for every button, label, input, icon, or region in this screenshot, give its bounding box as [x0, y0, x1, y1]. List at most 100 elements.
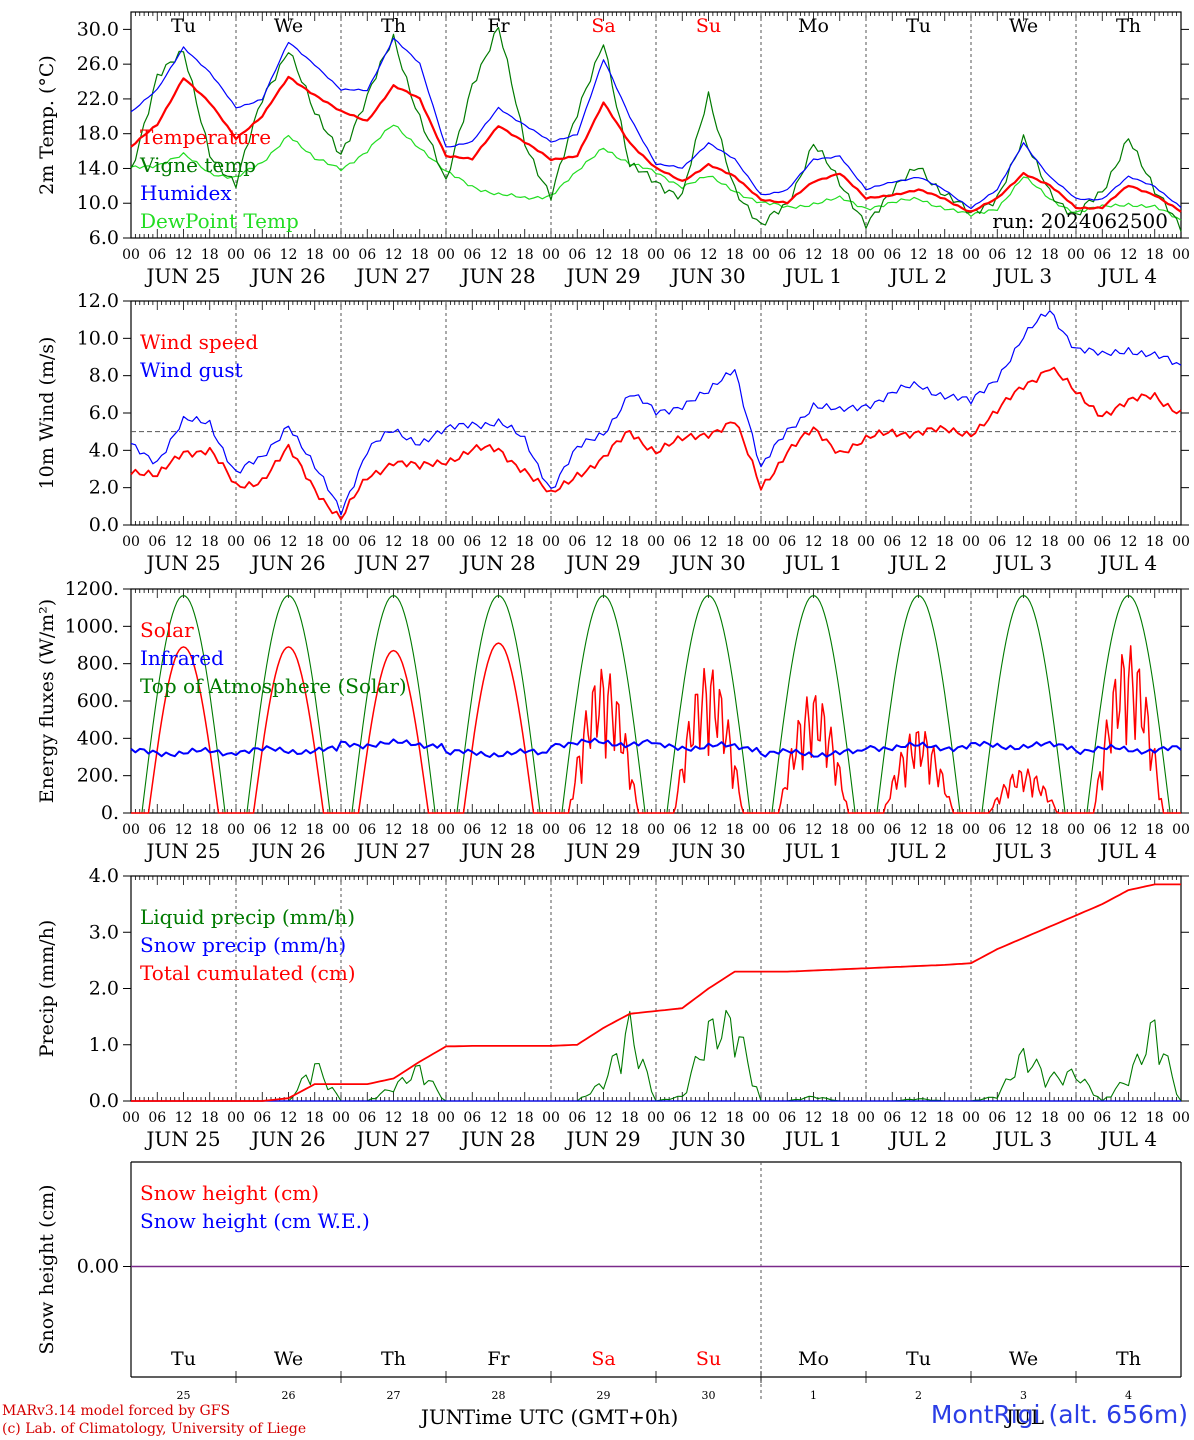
- day-number: 25: [177, 1389, 191, 1402]
- hour-tick-label: 06: [253, 822, 271, 838]
- y-tick-label: 0.0: [89, 1090, 119, 1112]
- series-humidex: [130, 37, 1182, 210]
- hour-tick-label: 18: [726, 822, 744, 838]
- legend-temperature: Temperature: [140, 125, 271, 149]
- hour-tick-label: 12: [490, 1110, 508, 1126]
- hour-tick-label: 06: [253, 1110, 271, 1126]
- day-name-bottom: Tu: [906, 1348, 931, 1370]
- legend-dewpoint-temp: DewPoint Temp: [140, 209, 299, 233]
- hour-tick-label: 12: [175, 1110, 193, 1126]
- day-name: Tu: [171, 15, 196, 37]
- hour-tick-label: 06: [883, 1110, 901, 1126]
- hour-tick-label: 18: [516, 247, 534, 263]
- date-label: JUN 28: [459, 839, 535, 863]
- series-dewpoint-temp: [130, 124, 1182, 221]
- hour-tick-label: 18: [516, 822, 534, 838]
- hour-tick-label: 00: [122, 534, 140, 550]
- day-name-bottom: Th: [381, 1348, 406, 1370]
- date-label: JUL 3: [993, 264, 1052, 288]
- y-tick-label: 10.0: [77, 327, 119, 349]
- date-label: JUN 28: [459, 1127, 535, 1151]
- hour-tick-label: 06: [778, 534, 796, 550]
- y-tick-label: 26.0: [77, 53, 119, 75]
- hour-tick-label: 18: [201, 247, 219, 263]
- legend-snow-height-cm-: Snow height (cm): [140, 1181, 319, 1205]
- x-axis-label: Time UTC (GMT+0h): [462, 1405, 679, 1429]
- date-label: JUN 26: [249, 551, 325, 575]
- hour-tick-label: 06: [1093, 247, 1111, 263]
- hour-tick-label: 00: [437, 534, 455, 550]
- hour-tick-label: 18: [621, 247, 639, 263]
- panel-frame-3: [130, 588, 1182, 814]
- credit-model: MARv3.14 model forced by GFS: [2, 1403, 231, 1419]
- hour-tick-label: 00: [227, 534, 245, 550]
- date-label: JUL 1: [783, 1127, 842, 1151]
- hour-tick-label: 18: [411, 1110, 429, 1126]
- hour-tick-label: 12: [805, 1110, 823, 1126]
- day-name: Th: [381, 15, 406, 37]
- y-tick-label: 22.0: [77, 88, 119, 110]
- day-name: Th: [1116, 15, 1141, 37]
- day-number: 29: [597, 1389, 611, 1402]
- hour-tick-label: 12: [280, 822, 298, 838]
- hour-tick-label: 00: [857, 534, 875, 550]
- hour-tick-label: 18: [201, 1110, 219, 1126]
- hour-tick-label: 18: [201, 822, 219, 838]
- hour-tick-label: 06: [988, 247, 1006, 263]
- hour-tick-label: 18: [831, 247, 849, 263]
- y-tick-label: 400.: [77, 727, 119, 749]
- hour-tick-label: 12: [910, 534, 928, 550]
- hour-tick-label: 00: [227, 247, 245, 263]
- hour-tick-label: 06: [358, 534, 376, 550]
- hour-tick-label: 06: [1093, 822, 1111, 838]
- day-name-bottom: Tu: [171, 1348, 196, 1370]
- series-total-cumulated: [131, 883, 1181, 1102]
- date-label: JUL 1: [783, 839, 842, 863]
- hour-tick-label: 00: [227, 822, 245, 838]
- hour-tick-label: 06: [358, 247, 376, 263]
- day-name: Sa: [591, 15, 615, 37]
- hour-tick-label: 18: [1041, 822, 1059, 838]
- series-solar: [131, 642, 1181, 814]
- hour-tick-label: 00: [962, 247, 980, 263]
- hour-tick-label: 00: [1172, 1110, 1190, 1126]
- hour-tick-label: 18: [936, 822, 954, 838]
- hour-tick-label: 00: [332, 822, 350, 838]
- date-label: JUN 29: [564, 1127, 640, 1151]
- hour-tick-label: 18: [1146, 534, 1164, 550]
- date-label: JUN 29: [564, 551, 640, 575]
- hour-tick-label: 18: [831, 1110, 849, 1126]
- date-label: JUN 25: [144, 839, 220, 863]
- hour-tick-label: 00: [1067, 247, 1085, 263]
- day-name-bottom: Su: [696, 1348, 721, 1370]
- day-name: Fr: [487, 15, 510, 37]
- y-tick-label: 18.0: [77, 123, 119, 145]
- hour-tick-label: 12: [1015, 534, 1033, 550]
- hour-tick-label: 06: [988, 1110, 1006, 1126]
- hour-tick-label: 00: [122, 822, 140, 838]
- hour-tick-label: 18: [1146, 822, 1164, 838]
- hour-tick-label: 00: [857, 1110, 875, 1126]
- hour-tick-label: 12: [595, 1110, 613, 1126]
- hour-tick-label: 18: [411, 534, 429, 550]
- day-number: 3: [1020, 1389, 1027, 1402]
- hour-tick-label: 06: [358, 822, 376, 838]
- hour-tick-label: 18: [516, 534, 534, 550]
- y-axis-label: Precip (mm/h): [36, 920, 58, 1058]
- legend-infrared: Infrared: [140, 646, 224, 670]
- legend-top-of-atmosphere-solar-: Top of Atmosphere (Solar): [140, 674, 407, 698]
- hour-tick-label: 18: [1041, 1110, 1059, 1126]
- y-tick-label: 0.: [101, 802, 119, 824]
- hour-tick-label: 06: [883, 534, 901, 550]
- hour-tick-label: 06: [673, 247, 691, 263]
- legend-vigne-temp: Vigne temp: [139, 153, 256, 177]
- day-number: 4: [1125, 1389, 1132, 1402]
- hour-tick-label: 00: [332, 1110, 350, 1126]
- hour-tick-label: 12: [1120, 247, 1138, 263]
- hour-tick-label: 06: [568, 822, 586, 838]
- panel-frame-2: [130, 300, 1182, 526]
- y-tick-label: 6.0: [89, 402, 119, 424]
- y-axis-label: 2m Temp. (°C): [36, 55, 58, 195]
- y-tick-label: 2.0: [89, 978, 119, 1000]
- hour-tick-label: 06: [883, 247, 901, 263]
